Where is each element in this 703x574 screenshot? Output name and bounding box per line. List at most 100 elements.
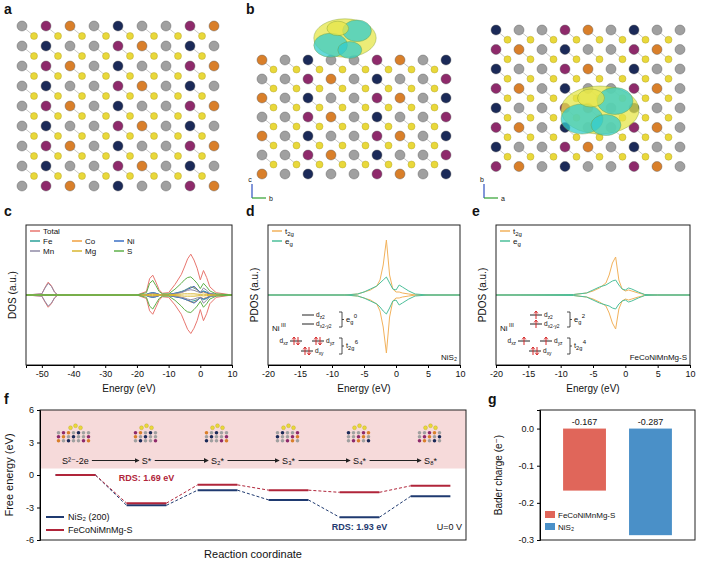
metal-atom [17, 141, 27, 151]
step-arrow [155, 460, 208, 461]
metal-atom [280, 112, 290, 122]
electron [303, 347, 307, 355]
orbital-label: dyz [554, 337, 563, 346]
tick-mark [364, 365, 365, 368]
tick: 0 [394, 365, 399, 379]
metal-atom [326, 131, 336, 141]
metal-atom [537, 45, 547, 55]
structure-atom [134, 435, 138, 439]
sulfur-atom [79, 33, 86, 40]
sulfur-atom [504, 114, 511, 121]
sulfur-atom [31, 53, 38, 60]
text-part: z2 [548, 315, 553, 320]
structure-atom [287, 424, 291, 428]
metal-atom [209, 181, 219, 191]
metal-atom [209, 141, 219, 151]
orbital-label: dz2 [316, 311, 325, 320]
structure-atom [434, 426, 438, 430]
sulfur-atom [431, 123, 438, 130]
tick: -20 [262, 365, 275, 379]
structure-atom [82, 435, 86, 439]
legend-label: Mg [85, 247, 96, 256]
structure-atom [62, 439, 66, 443]
legend-label: Mn [43, 247, 54, 256]
sulfur-atom [504, 95, 511, 102]
structure-atom [433, 439, 437, 443]
plot-frame [268, 225, 460, 365]
metal-atom [161, 141, 171, 151]
orbital-inset: NiIIIdz2dx2-y2eg2dxzdyzdxyt2g4 [500, 311, 587, 356]
orbital-label: dx2-y2 [544, 320, 560, 329]
structure-atom [362, 435, 366, 439]
sulfur-atom [103, 153, 110, 160]
metal-atom [280, 93, 290, 103]
sulfur-atom [127, 93, 134, 100]
tick: -30 [99, 365, 112, 379]
structure-atom [418, 435, 422, 439]
tick-mark [105, 365, 106, 368]
electron [307, 347, 311, 355]
metal-atom [537, 123, 547, 133]
category-label: S₂* [211, 456, 224, 466]
bracket [339, 338, 344, 354]
tick-label: 0.0 [521, 424, 534, 434]
tick: -0.1 [518, 461, 540, 471]
tick-mark [396, 365, 397, 368]
sulfur-atom [339, 123, 346, 130]
sulfur-atom [665, 56, 672, 63]
panel: -20-15-10-50510Energy (eV)PDOS (a.u.)t2g… [477, 225, 696, 394]
structure-atom [281, 439, 285, 443]
tick-label: 0 [623, 369, 628, 379]
metal-atom [652, 123, 662, 133]
metal-atom [280, 74, 290, 84]
tick-mark [37, 540, 40, 541]
category-label: S* [142, 456, 152, 466]
axis-line [537, 411, 541, 541]
legend-swatch [272, 230, 282, 232]
axis-letter: a [501, 195, 505, 202]
metal-atom [491, 103, 501, 113]
metal-atom [303, 112, 313, 122]
dos-line [268, 240, 460, 295]
metal-atom [65, 161, 75, 171]
metal-atom [629, 25, 639, 35]
metal-atom [209, 161, 219, 171]
metal-atom [395, 93, 405, 103]
structure-atom [144, 431, 148, 435]
energy-step [269, 489, 309, 491]
metal-atom [514, 103, 524, 113]
metal-atom [349, 150, 359, 160]
energy-step [411, 485, 451, 487]
sulfur-atom [79, 113, 86, 120]
metal-atom [441, 169, 451, 179]
sulfur-atom [175, 133, 182, 140]
structure-atom [362, 439, 366, 443]
sulfur-atom [362, 142, 369, 149]
metal-atom [675, 25, 685, 35]
metal-atom [209, 81, 219, 91]
sulfur-atom [431, 142, 438, 149]
connector [379, 486, 410, 493]
metal-atom [113, 21, 123, 31]
metal-atom [395, 169, 405, 179]
metal-atom [418, 74, 428, 84]
metal-atom [303, 169, 313, 179]
metal-atom [349, 169, 359, 179]
sulfur-atom [362, 161, 369, 168]
sulfur-atom [642, 153, 649, 160]
energy-step [127, 504, 167, 506]
group-electrons: 4 [583, 339, 587, 345]
tick-label: -40 [68, 369, 81, 379]
category-label: S₃* [282, 456, 296, 466]
tick-label: -15 [294, 369, 307, 379]
tick: -20 [490, 365, 503, 379]
sulfur-atom [103, 173, 110, 180]
x-axis-title: Reaction coordinate [204, 548, 302, 560]
sulfur-atom [408, 66, 415, 73]
tick-label: -10 [555, 369, 568, 379]
structure-atom [74, 424, 78, 428]
metal-atom [185, 161, 195, 171]
orbital-label: dx2-y2 [316, 320, 332, 329]
metal-atom [372, 169, 382, 179]
tick-label: -20 [131, 369, 144, 379]
